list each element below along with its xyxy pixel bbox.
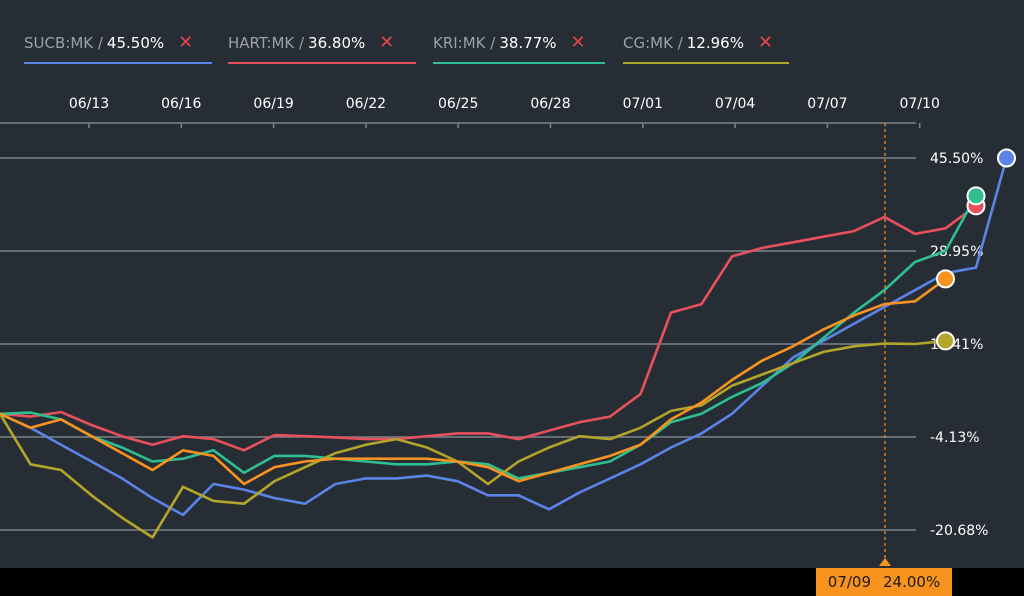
series-end-point <box>936 269 955 289</box>
x-tick-label: 07/10 <box>900 96 940 112</box>
x-tick-label: 06/22 <box>346 96 386 112</box>
y-tick-label: -20.68% <box>930 523 988 539</box>
legend-item-cg[interactable]: CG:MK /12.96% ✕ <box>623 30 789 64</box>
y-tick-label: 28.95% <box>930 244 983 260</box>
legend-value: 36.80% <box>308 34 366 52</box>
series-line <box>0 157 1008 517</box>
series-line <box>0 277 947 486</box>
crosshair-marker <box>879 558 891 566</box>
crosshair-label: 07/09 24.00% <box>816 568 952 596</box>
legend-value: 38.77% <box>499 34 557 52</box>
series-end-point <box>936 331 955 351</box>
close-icon[interactable]: ✕ <box>379 32 395 53</box>
legend-underline <box>24 62 212 64</box>
line-chart[interactable]: 06/13 06/16 06/19 06/22 06/25 06/28 07/01 07/04… <box>0 0 1024 568</box>
x-tick-label: 06/13 <box>69 96 109 112</box>
x-tick-label: 06/28 <box>530 96 570 112</box>
legend-value: 12.96% <box>686 34 744 52</box>
x-tick-label: 06/19 <box>253 96 293 112</box>
x-tick-label: 06/25 <box>438 96 478 112</box>
series-end-point <box>997 148 1016 168</box>
close-icon[interactable]: ✕ <box>570 32 586 53</box>
legend-symbol: CG:MK / <box>623 34 683 52</box>
legend: SUCB:MK /45.50% ✕ HART:MK /36.80% ✕ KRI:MK… <box>0 0 1024 70</box>
legend-symbol: HART:MK / <box>228 34 305 52</box>
series-end-point <box>966 186 986 206</box>
x-tick-label: 07/07 <box>807 96 847 112</box>
legend-item-sucb[interactable]: SUCB:MK /45.50% ✕ <box>24 30 212 64</box>
legend-value: 45.50% <box>106 34 165 52</box>
legend-underline <box>228 62 416 64</box>
series-line <box>0 204 977 452</box>
legend-symbol: KRI:MK / <box>433 34 496 52</box>
series-line <box>0 195 978 480</box>
close-icon[interactable]: ✕ <box>178 32 194 53</box>
crosshair-value: 24.00% <box>883 573 941 591</box>
crosshair-date: 07/09 <box>827 573 872 591</box>
close-icon[interactable]: ✕ <box>757 32 774 53</box>
y-tick-label: 45.50% <box>930 151 983 167</box>
legend-item-kri[interactable]: KRI:MK /38.77% ✕ <box>433 30 605 64</box>
y-tick-label: -4.13% <box>930 430 980 446</box>
x-tick-label: 07/01 <box>623 96 663 112</box>
series-line <box>0 339 946 539</box>
x-tick-label: 07/04 <box>715 96 755 112</box>
legend-underline <box>623 62 789 64</box>
x-tick-label: 06/16 <box>161 96 201 112</box>
legend-item-hart[interactable]: HART:MK /36.80% ✕ <box>228 30 416 64</box>
legend-symbol: SUCB:MK / <box>24 34 103 52</box>
legend-underline <box>433 62 605 64</box>
